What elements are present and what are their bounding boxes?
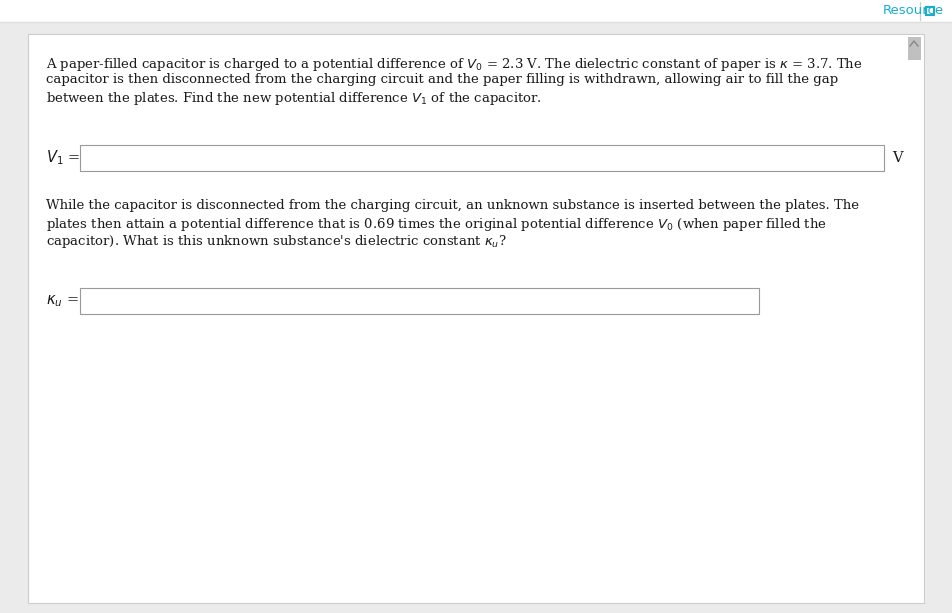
Text: between the plates. Find the new potential difference $V_1$ of the capacitor.: between the plates. Find the new potenti… [46,90,542,107]
Text: plates then attain a potential difference that is 0.69 times the original potent: plates then attain a potential differenc… [46,216,827,233]
Text: capacitor). What is this unknown substance's dielectric constant $\kappa_u$?: capacitor). What is this unknown substan… [46,233,506,250]
Text: $\kappa_u$ =: $\kappa_u$ = [46,293,79,309]
Bar [0,22,952,34]
Text: V: V [892,151,902,165]
Text: $V_1$ =: $V_1$ = [46,148,80,167]
Bar [80,288,759,314]
Bar [926,7,934,15]
Bar [80,145,884,171]
Text: A paper-filled capacitor is charged to a potential difference of $V_0$ = 2.3 V. : A paper-filled capacitor is charged to a… [46,56,863,73]
Text: While the capacitor is disconnected from the charging circuit, an unknown substa: While the capacitor is disconnected from… [46,199,859,212]
Text: Resource: Resource [883,4,944,18]
Text: capacitor is then disconnected from the charging circuit and the paper filling i: capacitor is then disconnected from the … [46,73,838,86]
Bar [0,0,952,22]
Bar [908,37,921,60]
